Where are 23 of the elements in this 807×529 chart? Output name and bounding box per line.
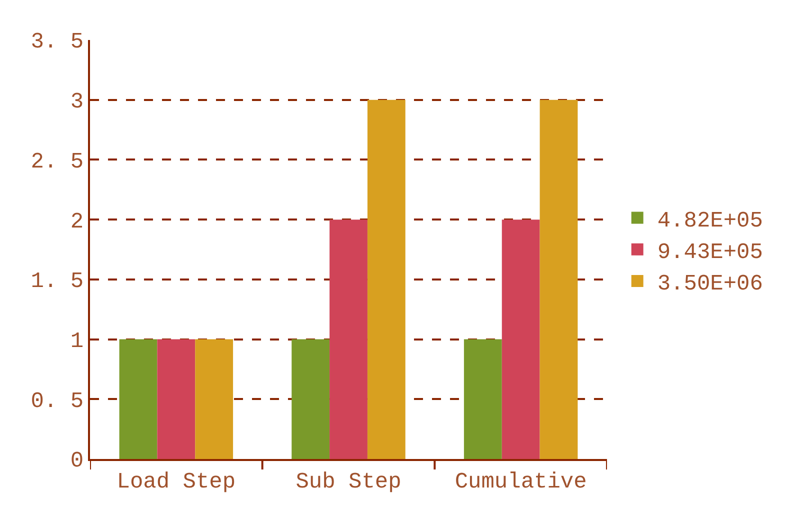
x-tick-label: Sub Step (296, 469, 402, 494)
bar (195, 339, 234, 459)
x-tick-label: Load Step (116, 469, 236, 494)
y-tick-label: 3 (70, 90, 84, 115)
x-tick-label: Cumulative (454, 469, 587, 494)
legend-label: 4.82E+05 (657, 208, 763, 234)
bar (292, 339, 330, 459)
y-tick-label: 0 (70, 448, 84, 474)
bar (157, 339, 196, 459)
legend-label: 9.43E+05 (657, 240, 763, 265)
y-tick-label: 1. 5 (30, 269, 84, 294)
y-tick-label: 1 (70, 328, 84, 354)
bar (540, 100, 578, 459)
y-tick-label: 0. 5 (30, 388, 84, 414)
bar (367, 100, 406, 459)
y-tick-label: 2. 5 (30, 149, 84, 174)
y-tick-label: 3. 5 (30, 30, 84, 55)
bar (119, 339, 158, 459)
bar (330, 220, 368, 459)
y-tick-label: 2 (70, 209, 84, 234)
bar (464, 339, 502, 459)
bar (502, 220, 540, 459)
legend-label: 3.50E+06 (657, 272, 763, 297)
